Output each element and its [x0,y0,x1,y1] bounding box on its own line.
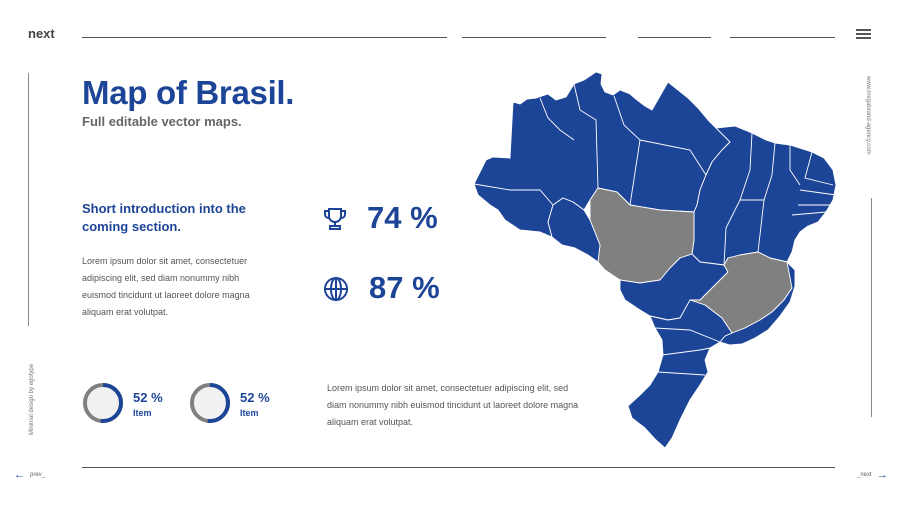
brazil-map [473,71,837,449]
header-line-2 [462,37,606,38]
ring-2-percent: 52 % [240,390,270,405]
logo[interactable]: next [28,26,55,41]
next-button[interactable]: _next → [857,469,888,481]
body-paragraph: Lorem ipsum dolor sit amet, consectetuer… [327,383,579,427]
map-region-northeast [691,125,837,266]
ring-2-label: Item [240,408,259,418]
right-vertical-line [871,198,872,417]
next-label: _next [857,472,872,478]
header-line-4 [730,37,835,38]
header-line-1 [82,37,447,38]
right-vertical-text: www.megabrand-agency.com [865,76,871,155]
intro-body: Lorem ipsum dolor sit amet, consectetuer… [82,256,250,317]
map-region-south [627,299,733,449]
menu-icon[interactable] [856,29,871,39]
page-title: Map of Brasil. [82,74,295,111]
stat-value-1: 74 % [367,200,438,235]
left-vertical-line [28,73,29,326]
ring-1-percent: 52 % [133,390,163,405]
header-line-3 [638,37,711,38]
stat-value-2: 87 % [369,270,440,305]
intro-heading: Short introduction into the coming secti… [82,201,246,234]
prev-label: prev_ [30,472,46,478]
ring-1-label: Item [133,408,152,418]
left-vertical-text: Minimal design by egotype [29,363,35,435]
arrow-right-icon: → [876,469,888,481]
page-subtitle: Full editable vector maps. [82,114,242,129]
progress-ring-1 [83,383,123,423]
map-region-southeast [719,261,796,346]
map-region-rondonia-acre [547,197,601,263]
map-islands [676,112,702,130]
footer-line [82,467,835,468]
trophy-icon [324,208,346,230]
prev-button[interactable]: ← prev_ [14,469,46,481]
globe-icon [324,277,348,301]
arrow-left-icon: ← [14,469,25,481]
progress-ring-2 [190,383,230,423]
